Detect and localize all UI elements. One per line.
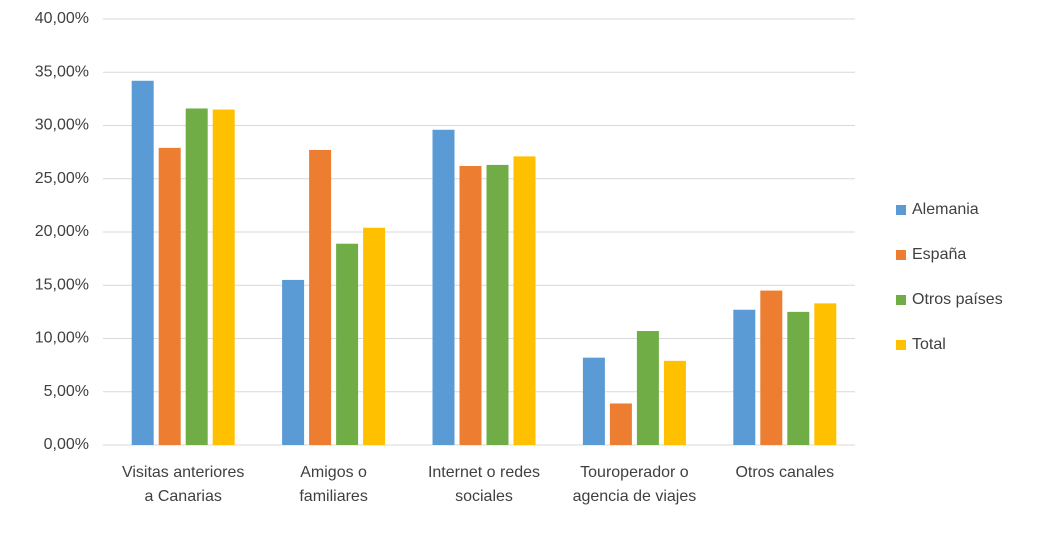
- bar: [513, 156, 536, 445]
- bar: [309, 149, 332, 445]
- x-tick-label: Internet o redes sociales: [428, 464, 540, 505]
- legend-label: Alemania: [912, 201, 979, 218]
- bar: [282, 279, 305, 445]
- x-tick-line: a Canarias: [145, 488, 222, 505]
- x-tick-label: Amigos o familiares: [299, 464, 367, 505]
- bar: [336, 243, 359, 445]
- x-tick-label: Otros canales: [735, 464, 834, 481]
- y-tick-label: 25,00%: [35, 170, 89, 187]
- bar: [158, 147, 181, 446]
- legend-label: Otros países: [912, 291, 1003, 308]
- legend-swatch: [896, 340, 906, 350]
- y-tick-label: 40,00%: [35, 10, 89, 27]
- y-tick-label: 0,00%: [44, 436, 89, 453]
- y-tick-label: 20,00%: [35, 223, 89, 240]
- x-tick-line: Amigos o: [300, 464, 367, 481]
- bar: [663, 360, 686, 445]
- bar: [212, 109, 235, 446]
- legend-label: España: [912, 246, 966, 263]
- bar: [636, 331, 659, 445]
- y-tick-label: 15,00%: [35, 276, 89, 293]
- x-tick-line: agencia de viajes: [573, 488, 697, 505]
- bar: [609, 403, 632, 445]
- x-tick-line: sociales: [455, 488, 513, 505]
- x-tick-line: Internet o redes: [428, 464, 540, 481]
- bar: [814, 303, 837, 445]
- y-tick-label: 30,00%: [35, 117, 89, 134]
- bar: [459, 165, 482, 445]
- bar: [486, 164, 509, 445]
- bar: [363, 227, 386, 445]
- bar: [131, 80, 154, 446]
- legend-swatch: [896, 205, 906, 215]
- y-tick-label: 10,00%: [35, 330, 89, 347]
- bar: [432, 129, 455, 445]
- bar: [760, 290, 783, 445]
- bar: [185, 108, 208, 446]
- bar: [582, 357, 605, 445]
- bar: [787, 311, 810, 445]
- x-tick-label: Visitas anteriores a Canarias: [122, 464, 244, 505]
- x-tick-label: Touroperador o agencia de viajes: [573, 464, 697, 505]
- legend-swatch: [896, 250, 906, 260]
- x-tick-line: familiares: [299, 488, 367, 505]
- x-tick-line: Visitas anteriores: [122, 464, 244, 481]
- y-tick-label: 35,00%: [35, 63, 89, 80]
- x-tick-line: Otros canales: [735, 464, 834, 481]
- y-tick-label: 5,00%: [44, 383, 89, 400]
- x-tick-line: Touroperador o: [580, 464, 689, 481]
- legend-swatch: [896, 295, 906, 305]
- legend-label: Total: [912, 336, 946, 353]
- bar: [733, 309, 756, 445]
